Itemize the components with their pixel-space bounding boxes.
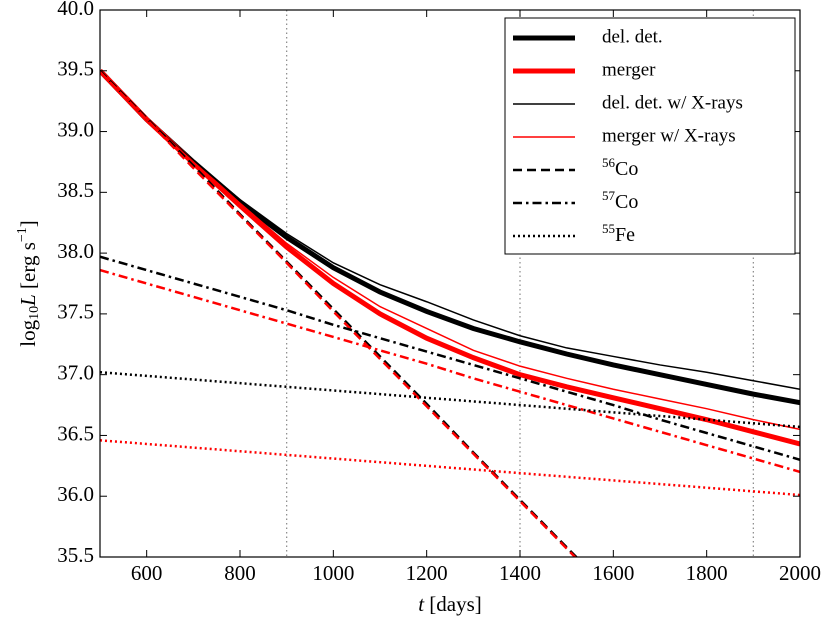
series-line bbox=[100, 439, 800, 497]
legend-label: 57Co bbox=[602, 188, 638, 213]
series-line bbox=[100, 70, 800, 431]
series-line bbox=[100, 69, 800, 447]
x-tick-label: 1600 bbox=[592, 561, 634, 585]
legend-label: del. det. w/ X-rays bbox=[602, 92, 743, 113]
y-axis-label-part: log bbox=[16, 319, 40, 346]
plot-area bbox=[100, 10, 800, 557]
y-axis-label-part: 10 bbox=[27, 306, 42, 320]
x-tick-label: 1800 bbox=[686, 561, 728, 585]
legend-label: merger w/ X-rays bbox=[602, 125, 736, 146]
legend-label: 55Fe bbox=[602, 221, 635, 246]
y-tick-label: 39.0 bbox=[57, 117, 94, 141]
legend-label: del. det. bbox=[602, 26, 663, 47]
x-tick-label: 1000 bbox=[312, 561, 354, 585]
y-tick-label: 38.5 bbox=[57, 178, 94, 202]
y-axis-label-part: −1 bbox=[15, 227, 30, 242]
y-tick-label: 36.5 bbox=[57, 421, 94, 445]
series-line bbox=[100, 268, 800, 474]
x-axis-label: t [days] bbox=[418, 592, 482, 616]
legend-label: merger bbox=[602, 59, 656, 80]
axes-frame bbox=[99, 9, 801, 558]
y-tick-label: 38.0 bbox=[57, 239, 94, 263]
y-axis-label: log10L [erg s−1] bbox=[15, 220, 42, 347]
y-tick-label: 39.5 bbox=[57, 57, 94, 81]
legend-box bbox=[504, 17, 796, 255]
y-tick-label: 35.5 bbox=[57, 543, 94, 567]
x-tick-label: 1200 bbox=[406, 561, 448, 585]
x-tick-label: 600 bbox=[131, 561, 163, 585]
series-line bbox=[100, 255, 800, 461]
y-axis-label-part: [erg s bbox=[16, 242, 40, 294]
y-axis-label-part: ] bbox=[16, 220, 40, 227]
series-line bbox=[100, 370, 800, 429]
legend: del. det. merger del. det. w/ X-rays merger… bbox=[504, 17, 796, 255]
series-line bbox=[100, 70, 800, 390]
legend-label: 56Co bbox=[602, 155, 638, 180]
series-line bbox=[100, 71, 577, 557]
y-tick-label: 37.0 bbox=[57, 360, 94, 384]
x-tick-label: 800 bbox=[224, 561, 256, 585]
y-tick-label: 40.0 bbox=[57, 0, 94, 20]
y-tick-label: 37.5 bbox=[57, 300, 94, 324]
y-tick-label: 36.0 bbox=[57, 482, 94, 506]
x-tick-label: 1400 bbox=[499, 561, 541, 585]
y-axis-label-part: L bbox=[16, 294, 40, 307]
x-tick-label: 2000 bbox=[779, 561, 821, 585]
